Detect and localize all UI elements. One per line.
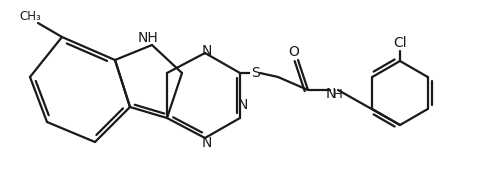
Text: O: O xyxy=(288,45,300,59)
Text: CH₃: CH₃ xyxy=(19,9,41,23)
Text: N: N xyxy=(326,87,336,101)
Text: Cl: Cl xyxy=(393,36,407,50)
Text: S: S xyxy=(251,66,259,80)
Text: N: N xyxy=(202,136,212,150)
Text: NH: NH xyxy=(137,31,158,45)
Text: N: N xyxy=(238,98,248,112)
Text: N: N xyxy=(202,44,212,58)
Text: H: H xyxy=(333,88,343,100)
